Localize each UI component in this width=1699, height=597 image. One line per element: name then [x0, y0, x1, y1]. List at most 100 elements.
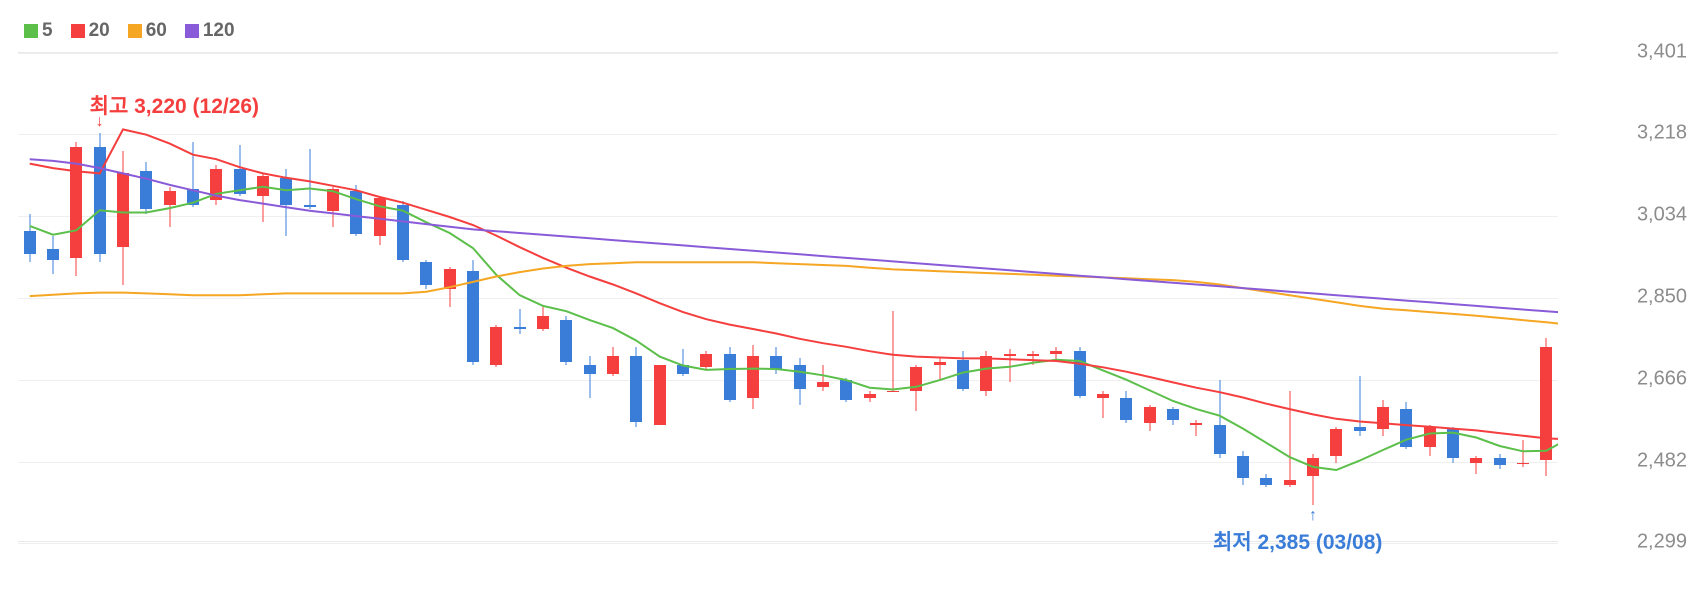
- y-axis-label: 2,482: [1637, 449, 1687, 472]
- candle[interactable]: [1540, 53, 1552, 543]
- candle[interactable]: [1377, 53, 1389, 543]
- candle[interactable]: [654, 53, 666, 543]
- candle-body: [560, 320, 572, 362]
- candle-body: [1470, 458, 1482, 462]
- candle[interactable]: [1120, 53, 1132, 543]
- candle[interactable]: [840, 53, 852, 543]
- candle[interactable]: [1307, 53, 1319, 543]
- candle-body: [607, 356, 619, 374]
- candle[interactable]: [1074, 53, 1086, 543]
- candle[interactable]: [1050, 53, 1062, 543]
- candle[interactable]: [1097, 53, 1109, 543]
- candle[interactable]: [1330, 53, 1342, 543]
- candle-body: [1050, 351, 1062, 353]
- candle[interactable]: [1354, 53, 1366, 543]
- candle[interactable]: [537, 53, 549, 543]
- candle[interactable]: [887, 53, 899, 543]
- candle[interactable]: [1470, 53, 1482, 543]
- candle-body: [444, 269, 456, 289]
- candle-body: [514, 327, 526, 329]
- candle[interactable]: [1027, 53, 1039, 543]
- candle-body: [1027, 354, 1039, 356]
- ma-legend: 52060120: [24, 20, 235, 42]
- candle[interactable]: [1004, 53, 1016, 543]
- candle[interactable]: [864, 53, 876, 543]
- candle[interactable]: [1284, 53, 1296, 543]
- candle[interactable]: [397, 53, 409, 543]
- candle[interactable]: [957, 53, 969, 543]
- candle[interactable]: [560, 53, 572, 543]
- candle[interactable]: [817, 53, 829, 543]
- candle[interactable]: [607, 53, 619, 543]
- candle-body: [1354, 427, 1366, 431]
- candle[interactable]: [1424, 53, 1436, 543]
- candle[interactable]: [490, 53, 502, 543]
- candle[interactable]: [584, 53, 596, 543]
- candle-body: [584, 365, 596, 374]
- legend-swatch: [185, 24, 199, 38]
- candle[interactable]: [630, 53, 642, 543]
- candle-body: [630, 356, 642, 423]
- legend-label: 120: [203, 20, 235, 42]
- candle-body: [1260, 478, 1272, 485]
- candle[interactable]: [350, 53, 362, 543]
- candle[interactable]: [700, 53, 712, 543]
- candle-body: [794, 365, 806, 389]
- plot-area[interactable]: [18, 52, 1558, 542]
- candle-body: [1377, 407, 1389, 429]
- candle[interactable]: [1214, 53, 1226, 543]
- candle[interactable]: [210, 53, 222, 543]
- candle[interactable]: [910, 53, 922, 543]
- candle[interactable]: [257, 53, 269, 543]
- candle-body: [1004, 354, 1016, 356]
- candle-body: [1190, 423, 1202, 425]
- candle[interactable]: [444, 53, 456, 543]
- candle[interactable]: [140, 53, 152, 543]
- candle-body: [1120, 398, 1132, 420]
- candle[interactable]: [514, 53, 526, 543]
- candle-body: [887, 391, 899, 392]
- candle[interactable]: [1190, 53, 1202, 543]
- candle[interactable]: [420, 53, 432, 543]
- candle[interactable]: [747, 53, 759, 543]
- candle[interactable]: [1260, 53, 1272, 543]
- candle[interactable]: [47, 53, 59, 543]
- candle[interactable]: [724, 53, 736, 543]
- candle[interactable]: [770, 53, 782, 543]
- legend-item-20: 20: [71, 20, 110, 42]
- candle[interactable]: [1237, 53, 1249, 543]
- candle[interactable]: [1400, 53, 1412, 543]
- candle-body: [537, 316, 549, 329]
- candle[interactable]: [1144, 53, 1156, 543]
- y-axis-label: 3,034: [1637, 204, 1687, 227]
- candle-body: [1214, 425, 1226, 454]
- candle[interactable]: [187, 53, 199, 543]
- candle[interactable]: [117, 53, 129, 543]
- candle[interactable]: [374, 53, 386, 543]
- candle-wick: [1289, 391, 1290, 487]
- candle[interactable]: [1517, 53, 1529, 543]
- candle[interactable]: [327, 53, 339, 543]
- candle[interactable]: [980, 53, 992, 543]
- grid-line: [18, 380, 1558, 381]
- candle[interactable]: [304, 53, 316, 543]
- candle-body: [1400, 409, 1412, 447]
- candle-body: [747, 356, 759, 398]
- candle[interactable]: [467, 53, 479, 543]
- candle[interactable]: [677, 53, 689, 543]
- candle[interactable]: [1494, 53, 1506, 543]
- legend-item-60: 60: [128, 20, 167, 42]
- candle[interactable]: [280, 53, 292, 543]
- candle[interactable]: [234, 53, 246, 543]
- candle-body: [1167, 409, 1179, 420]
- candle-wick: [823, 365, 824, 392]
- candle[interactable]: [70, 53, 82, 543]
- candle[interactable]: [24, 53, 36, 543]
- candle[interactable]: [934, 53, 946, 543]
- candle[interactable]: [794, 53, 806, 543]
- candle[interactable]: [164, 53, 176, 543]
- legend-item-120: 120: [185, 20, 235, 42]
- candle-body: [1074, 351, 1086, 395]
- candle[interactable]: [1167, 53, 1179, 543]
- candle[interactable]: [1447, 53, 1459, 543]
